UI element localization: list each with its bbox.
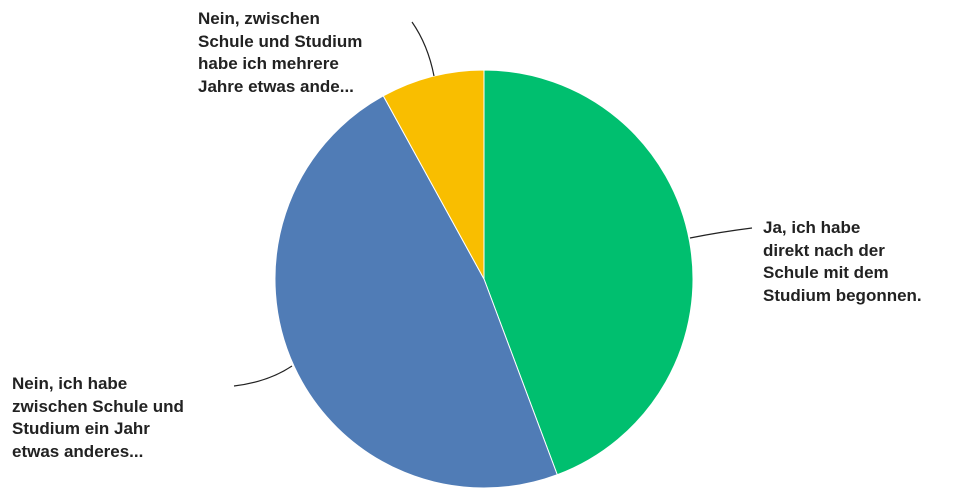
- pie-slices: [274, 69, 694, 488]
- slice-label-nein-ein-jahr: Nein, ich habe zwischen Schule und Studi…: [12, 374, 184, 461]
- leader-line-nein-mehrere-jahre: [411, 21, 435, 77]
- leader-lines: [233, 21, 753, 387]
- slice-ja-direkt: [483, 69, 694, 476]
- slice-nein-ein-jahr: [274, 95, 558, 488]
- leader-line-nein-ein-jahr: [233, 365, 293, 387]
- slice-nein-mehrere-jahre: [382, 69, 485, 280]
- leader-line-ja-direkt: [689, 227, 753, 239]
- slice-label-ja-direkt: Ja, ich habe direkt nach der Schule mit …: [763, 218, 922, 305]
- slice-label-nein-mehrere-jahre: Nein, zwischen Schule und Studium habe i…: [198, 9, 363, 96]
